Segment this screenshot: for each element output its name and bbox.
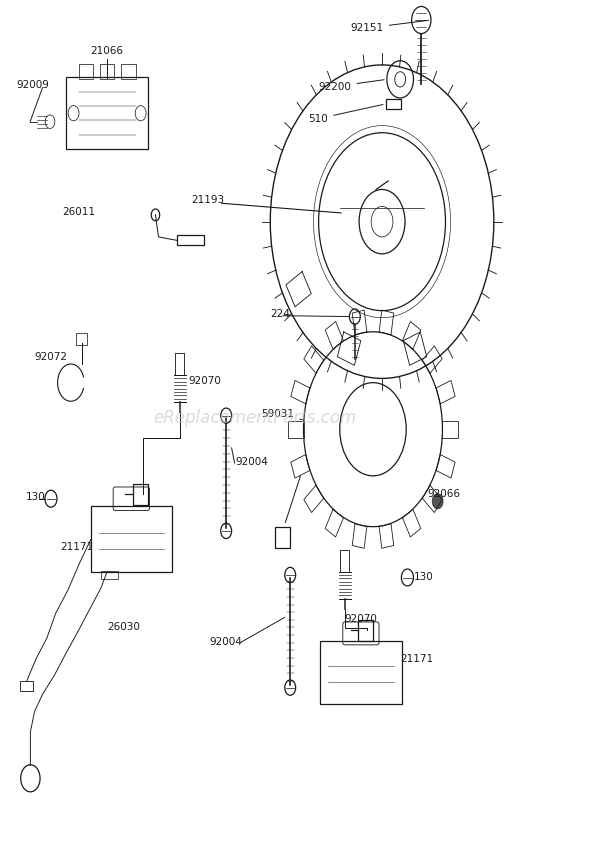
Text: 21171: 21171 — [400, 654, 433, 664]
Text: 92070: 92070 — [189, 377, 222, 387]
Text: 510: 510 — [308, 105, 383, 124]
Text: 92004: 92004 — [210, 638, 243, 648]
Text: eReplacementParts.com: eReplacementParts.com — [154, 409, 357, 428]
Text: 92151: 92151 — [351, 20, 428, 33]
Text: 21171: 21171 — [61, 542, 93, 552]
Text: 92072: 92072 — [35, 352, 67, 362]
Text: 92004: 92004 — [236, 456, 269, 467]
Text: 26030: 26030 — [107, 622, 140, 632]
Text: 92200: 92200 — [319, 80, 384, 92]
Text: 21066: 21066 — [90, 46, 124, 56]
Text: 59031: 59031 — [261, 409, 304, 420]
Text: 130: 130 — [414, 572, 434, 582]
Text: 130: 130 — [25, 491, 46, 501]
Circle shape — [432, 494, 443, 509]
Text: 224: 224 — [270, 309, 290, 320]
Text: 92066: 92066 — [427, 489, 460, 499]
Text: 92009: 92009 — [16, 80, 49, 90]
Text: 26011: 26011 — [62, 207, 95, 217]
Text: 21193: 21193 — [192, 195, 225, 205]
Text: 92070: 92070 — [345, 614, 378, 624]
